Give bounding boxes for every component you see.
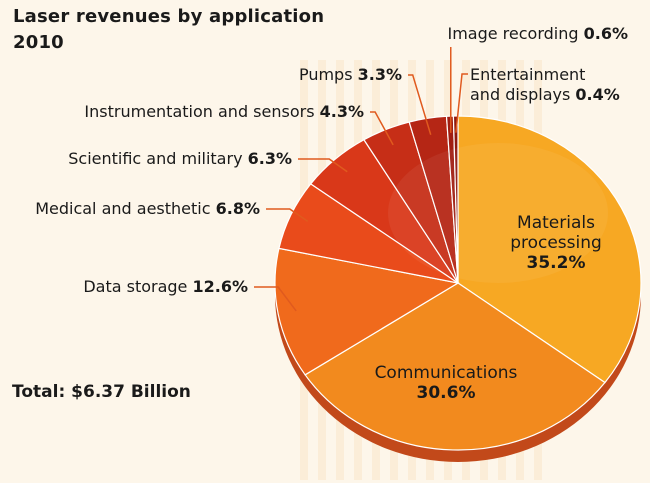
slice-value: 4.3% bbox=[320, 102, 364, 121]
slice-value: 6.3% bbox=[248, 149, 292, 168]
slice-label-scientific-and-military: Scientific and military 6.3% bbox=[68, 149, 292, 168]
leader-line-entertainment-and-displays bbox=[455, 73, 468, 133]
slice-value: 0.4% bbox=[575, 85, 619, 104]
chart-title: Laser revenues by application bbox=[13, 6, 325, 27]
slice-label-communications: Communications 30.6% bbox=[375, 363, 518, 403]
slice-label-entertainment-and-displays: Entertainment and displays 0.4% bbox=[470, 65, 620, 104]
pie-slice-data-storage bbox=[274, 247, 460, 376]
pie-slice-communications bbox=[304, 282, 606, 451]
slice-label-text: Data storage bbox=[83, 277, 192, 296]
chart-subtitle: 2010 bbox=[13, 32, 64, 53]
slice-value: 0.6% bbox=[584, 24, 628, 43]
leader-line-data-storage bbox=[254, 286, 297, 312]
slice-label-line: processing bbox=[510, 233, 602, 253]
slice-value: 35.2% bbox=[527, 253, 586, 273]
slice-value: 6.8% bbox=[216, 199, 260, 218]
pie-slices bbox=[274, 115, 642, 451]
slice-value: 30.6% bbox=[417, 383, 476, 403]
slice-label-medical-and-aesthetic: Medical and aesthetic 6.8% bbox=[35, 199, 260, 218]
slice-label-text: Image recording bbox=[447, 24, 583, 43]
slice-label-pumps: Pumps 3.3% bbox=[299, 65, 402, 84]
slice-label-text: Entertainment bbox=[470, 65, 585, 84]
pie-sheen bbox=[388, 143, 608, 283]
slice-label-text: Pumps bbox=[299, 65, 358, 84]
slice-value: 3.3% bbox=[358, 65, 402, 84]
leader-line-instrumentation-and-sensors bbox=[370, 111, 394, 146]
slice-label-text: Instrumentation and sensors bbox=[84, 102, 319, 121]
total-label: Total: $6.37 Billion bbox=[12, 382, 191, 402]
slice-label-instrumentation-and-sensors: Instrumentation and sensors 4.3% bbox=[84, 102, 364, 121]
slice-value: 12.6% bbox=[192, 277, 248, 296]
slice-label-image-recording: Image recording 0.6% bbox=[447, 24, 628, 43]
leader-line-medical-and-aesthetic bbox=[266, 208, 309, 223]
slice-label-text: Medical and aesthetic bbox=[35, 199, 215, 218]
slice-labels: Materials processing 35.2% Communications 30… bbox=[35, 24, 628, 403]
pie-slice-materials-processing bbox=[457, 115, 642, 384]
slice-label-line: Materials bbox=[517, 213, 595, 233]
leader-line-pumps bbox=[408, 74, 432, 135]
leader-line-scientific-and-military bbox=[298, 158, 348, 173]
slice-label-text: Scientific and military bbox=[68, 149, 247, 168]
slice-label-line: Communications bbox=[375, 363, 518, 383]
slice-label-text: and displays bbox=[470, 85, 575, 104]
slice-label-data-storage: Data storage 12.6% bbox=[83, 277, 248, 296]
slice-label-materials-processing: Materials processing 35.2% bbox=[510, 213, 602, 273]
